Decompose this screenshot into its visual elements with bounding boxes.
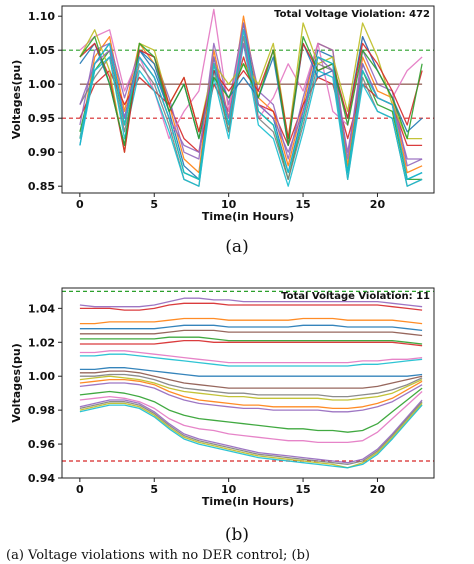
series-line-b-19 bbox=[79, 402, 423, 469]
series-line-b-2 bbox=[79, 317, 423, 325]
y-axis-label-a: Voltages(pu) bbox=[10, 60, 23, 140]
x-tick-label-a-0: 0 bbox=[76, 198, 84, 211]
series-line-b-10 bbox=[79, 370, 423, 389]
x-tick-label-b-0: 0 bbox=[76, 483, 84, 496]
y-tick-label-a-2: 0.95 bbox=[28, 112, 55, 125]
figure-caption: (a) Voltage violations with no DER contr… bbox=[6, 548, 310, 563]
panel-label-b: (b) bbox=[225, 525, 249, 545]
series-line-b-18 bbox=[79, 401, 423, 466]
series-line-b-3 bbox=[79, 324, 423, 332]
series-line-b-1 bbox=[79, 302, 423, 311]
panel-b: 0 5 10 15 20 0.94 0.96 0.98 1.00 1.02 1.04 Total V… bbox=[10, 287, 435, 545]
series-line-b-7 bbox=[79, 350, 423, 364]
series-line-b-4 bbox=[79, 329, 423, 337]
series-line-b-11 bbox=[79, 373, 423, 398]
violation-annotation-a: Total Voltage Violation: 472 bbox=[274, 9, 430, 20]
y-tick-label-b-0: 0.94 bbox=[28, 472, 55, 485]
x-tick-label-b-1: 5 bbox=[150, 483, 158, 496]
y-tick-label-a-3: 1.00 bbox=[28, 78, 55, 91]
y-tick-label-b-3: 1.00 bbox=[28, 370, 55, 383]
series-line-b-20 bbox=[79, 404, 423, 469]
y-tick-label-b-2: 0.98 bbox=[28, 404, 55, 417]
series-line-b-16 bbox=[79, 391, 423, 444]
series-line-a-7 bbox=[79, 35, 423, 187]
y-tick-label-b-5: 1.04 bbox=[28, 302, 55, 315]
panel-a: 0 5 10 15 20 0.85 0.90 0.95 1.00 1.05 1.10 Total V… bbox=[10, 5, 435, 257]
x-axis-label-b: Time(in Hours) bbox=[202, 495, 294, 508]
series-line-b-12 bbox=[79, 375, 423, 401]
y-axis-label-b: Voltages(pu) bbox=[10, 343, 23, 423]
series-group-a bbox=[79, 8, 423, 187]
series-line-b-6 bbox=[79, 339, 423, 347]
series-line-b-5 bbox=[79, 336, 423, 345]
series-line-a-9 bbox=[79, 42, 423, 187]
y-tick-label-b-1: 0.96 bbox=[28, 438, 55, 451]
x-tick-label-a-2: 10 bbox=[221, 198, 237, 211]
y-tick-label-a-1: 0.90 bbox=[28, 146, 55, 159]
violation-annotation-b: Total Voltage Violation: 11 bbox=[281, 291, 430, 302]
series-line-b-9 bbox=[79, 367, 423, 377]
series-line-b-13 bbox=[79, 378, 423, 410]
series-line-a-12 bbox=[79, 35, 423, 147]
x-tick-label-a-4: 20 bbox=[370, 198, 386, 211]
x-tick-label-a-1: 5 bbox=[150, 198, 158, 211]
panel-label-a: (a) bbox=[225, 237, 248, 257]
series-line-a-14 bbox=[79, 29, 423, 181]
series-group-b bbox=[79, 297, 423, 469]
y-tick-label-a-4: 1.05 bbox=[28, 44, 55, 57]
plot-frame-a bbox=[61, 5, 435, 194]
series-line-b-15 bbox=[79, 387, 423, 433]
series-line-b-0 bbox=[79, 297, 423, 308]
x-tick-label-b-2: 10 bbox=[221, 483, 237, 496]
y-tick-label-b-4: 1.02 bbox=[28, 336, 55, 349]
x-axis-label-a: Time(in Hours) bbox=[202, 210, 294, 223]
x-tick-label-b-3: 15 bbox=[295, 483, 310, 496]
x-tick-label-b-4: 20 bbox=[370, 483, 386, 496]
y-tick-label-a-0: 0.85 bbox=[28, 180, 55, 193]
series-line-b-14 bbox=[79, 382, 423, 413]
series-line-b-8 bbox=[79, 353, 423, 367]
plot-frame-b bbox=[61, 287, 435, 479]
x-tick-label-a-3: 15 bbox=[295, 198, 310, 211]
y-tick-label-a-5: 1.10 bbox=[28, 10, 55, 23]
series-line-b-17 bbox=[79, 399, 423, 464]
